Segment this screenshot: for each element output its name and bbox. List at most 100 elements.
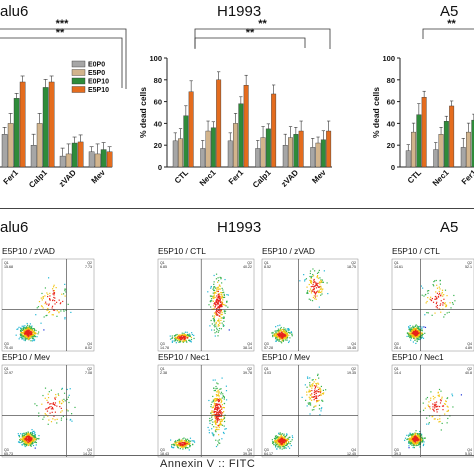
flow-event — [408, 438, 410, 440]
flow-event — [186, 442, 188, 444]
flow-event — [19, 439, 21, 441]
flow-event — [404, 439, 406, 441]
flow-event — [290, 331, 293, 334]
flow-event — [446, 312, 448, 314]
flow-event — [219, 409, 221, 411]
flow-event — [414, 335, 417, 337]
flow-event — [33, 331, 35, 333]
flow-event — [429, 408, 431, 410]
flow-event — [414, 325, 417, 327]
flow-event — [408, 326, 410, 328]
flow-event — [413, 326, 415, 328]
flow-event — [29, 333, 31, 335]
flow-event — [281, 444, 283, 446]
flow-event — [285, 336, 287, 338]
flow-event — [218, 407, 220, 409]
flow-event — [284, 447, 286, 449]
flow-event — [284, 445, 286, 447]
bracket-line — [194, 37, 306, 48]
flow-event — [222, 296, 225, 299]
flow-event — [281, 443, 284, 445]
flow-event — [19, 336, 21, 338]
flow-event — [62, 415, 64, 418]
flow-event — [309, 404, 312, 406]
flow-event — [312, 268, 314, 270]
flow-event — [318, 391, 320, 393]
flow-event — [415, 334, 417, 336]
flow-event — [22, 435, 24, 437]
flow-event — [222, 289, 224, 291]
flow-event — [210, 412, 212, 414]
flow-event — [219, 288, 221, 290]
flow-event — [279, 436, 281, 439]
flow-event — [219, 311, 221, 313]
flow-event — [279, 440, 281, 442]
flow-event — [276, 336, 278, 338]
flow-event — [32, 436, 34, 438]
flow-event — [62, 401, 64, 403]
flow-event — [54, 411, 56, 413]
flow-event — [183, 437, 185, 439]
flow-event — [414, 332, 416, 334]
flow-event — [278, 433, 280, 435]
flow-event — [59, 402, 61, 404]
flow-event — [187, 441, 189, 444]
flow-event — [213, 399, 215, 401]
flow-event — [444, 413, 446, 415]
flow-event — [215, 406, 217, 408]
flow-event — [218, 297, 220, 299]
flow-event — [208, 429, 210, 431]
flow-event — [214, 404, 216, 406]
flow-event — [283, 433, 285, 435]
flow-event — [218, 280, 220, 282]
flow-event — [281, 437, 283, 439]
flow-event — [28, 326, 30, 328]
flow-event — [424, 314, 426, 316]
flow-event — [216, 387, 218, 389]
flow-event — [31, 440, 33, 442]
flow-event — [213, 329, 215, 331]
flow-event — [22, 440, 24, 442]
flow-event — [272, 442, 274, 444]
flow-event — [213, 303, 215, 305]
flow-event — [415, 336, 417, 338]
flow-event — [23, 440, 25, 442]
flow-event — [183, 446, 185, 448]
flow-event — [180, 446, 182, 448]
flow-event — [216, 314, 218, 316]
flow-event — [193, 337, 195, 340]
annexin-axis-label: Annexin V :: FITC — [160, 458, 256, 470]
flow-event — [412, 433, 414, 435]
flow-event — [421, 327, 423, 329]
flow-event — [274, 446, 277, 448]
flow-event — [325, 389, 327, 391]
flow-event — [58, 312, 60, 314]
quadrant-label: 64.17 — [264, 452, 273, 456]
flow-event — [320, 385, 322, 388]
flow-event — [220, 301, 222, 303]
flow-event — [437, 408, 439, 410]
legend-label: E0P10 — [88, 79, 109, 86]
flow-event — [277, 436, 280, 438]
y-tick-label: 60 — [154, 98, 162, 107]
flow-event — [224, 304, 226, 306]
flow-event — [287, 442, 289, 445]
flow-event — [213, 319, 215, 322]
bar-E5P10-Fer1 — [243, 85, 249, 168]
flow-event — [311, 275, 313, 278]
bracket-line — [194, 28, 331, 49]
flow-event — [29, 326, 31, 328]
flow-event — [212, 295, 214, 297]
flow-event — [317, 277, 319, 279]
flow-event — [47, 401, 49, 403]
flow-event — [219, 404, 221, 406]
bar-E5P10-Nec1 — [449, 105, 455, 168]
flow-event — [24, 339, 26, 342]
flow-event — [25, 435, 27, 437]
flow-event — [279, 445, 281, 447]
flow-event — [281, 331, 283, 333]
flow-event — [287, 328, 289, 330]
flow-event — [446, 405, 448, 407]
significance-label: ** — [447, 18, 456, 30]
flow-plot-frame — [261, 364, 359, 458]
